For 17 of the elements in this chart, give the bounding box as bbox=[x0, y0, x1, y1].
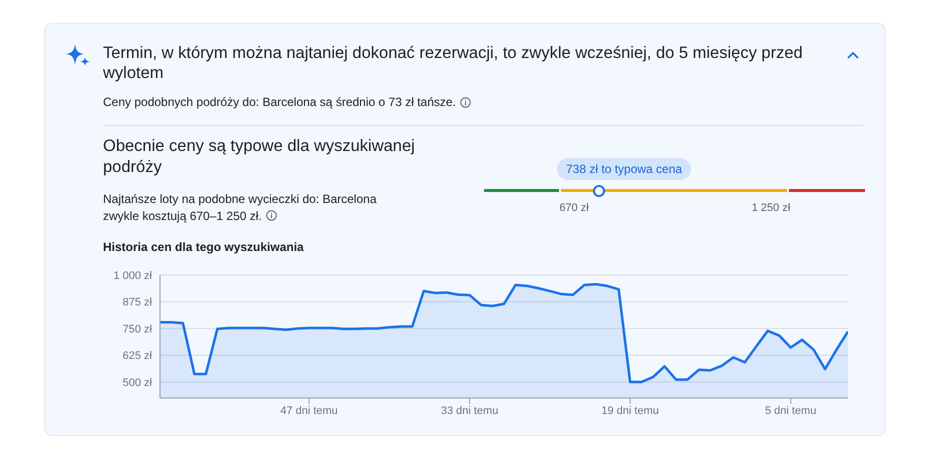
x-tick-label: 5 dni temu bbox=[764, 404, 816, 417]
chart-subtitle: Historia cen dla tego wyszukiwania bbox=[103, 240, 304, 254]
text: Ceny podobnych podróży do: Barcelona są średnio o 73 zł tańsze. bbox=[103, 95, 456, 109]
text: 738 zł to typowa cena bbox=[557, 158, 692, 180]
y-tick-label: 500 zł bbox=[122, 376, 153, 389]
y-tick-label: 750 zł bbox=[122, 323, 153, 336]
x-tick-label: 47 dni temu bbox=[280, 404, 338, 417]
y-tick-label: 625 zł bbox=[122, 350, 153, 362]
x-tick-label: 19 dni temu bbox=[601, 404, 659, 417]
y-tick-label: 1 000 zł bbox=[113, 270, 153, 282]
chart-title: Termin, w którym można najtaniej dokonać rezerwacji, to zwykle wcześniej, do 5 miesięcy przed wylotem bbox=[103, 43, 804, 83]
text: 670 zł bbox=[558, 202, 590, 214]
x-tick-label: 33 dni temu bbox=[440, 404, 498, 417]
text: 1 250 zł bbox=[750, 202, 792, 214]
text: Obecnie ceny są typowe dla wyszukiwanej podróży bbox=[103, 136, 416, 178]
text: Najtańsze loty na podobne wycieczki do: Barcelona zwykle kosztują 670–1 250 zł. bbox=[103, 191, 378, 225]
y-tick-label: 875 zł bbox=[122, 296, 153, 309]
